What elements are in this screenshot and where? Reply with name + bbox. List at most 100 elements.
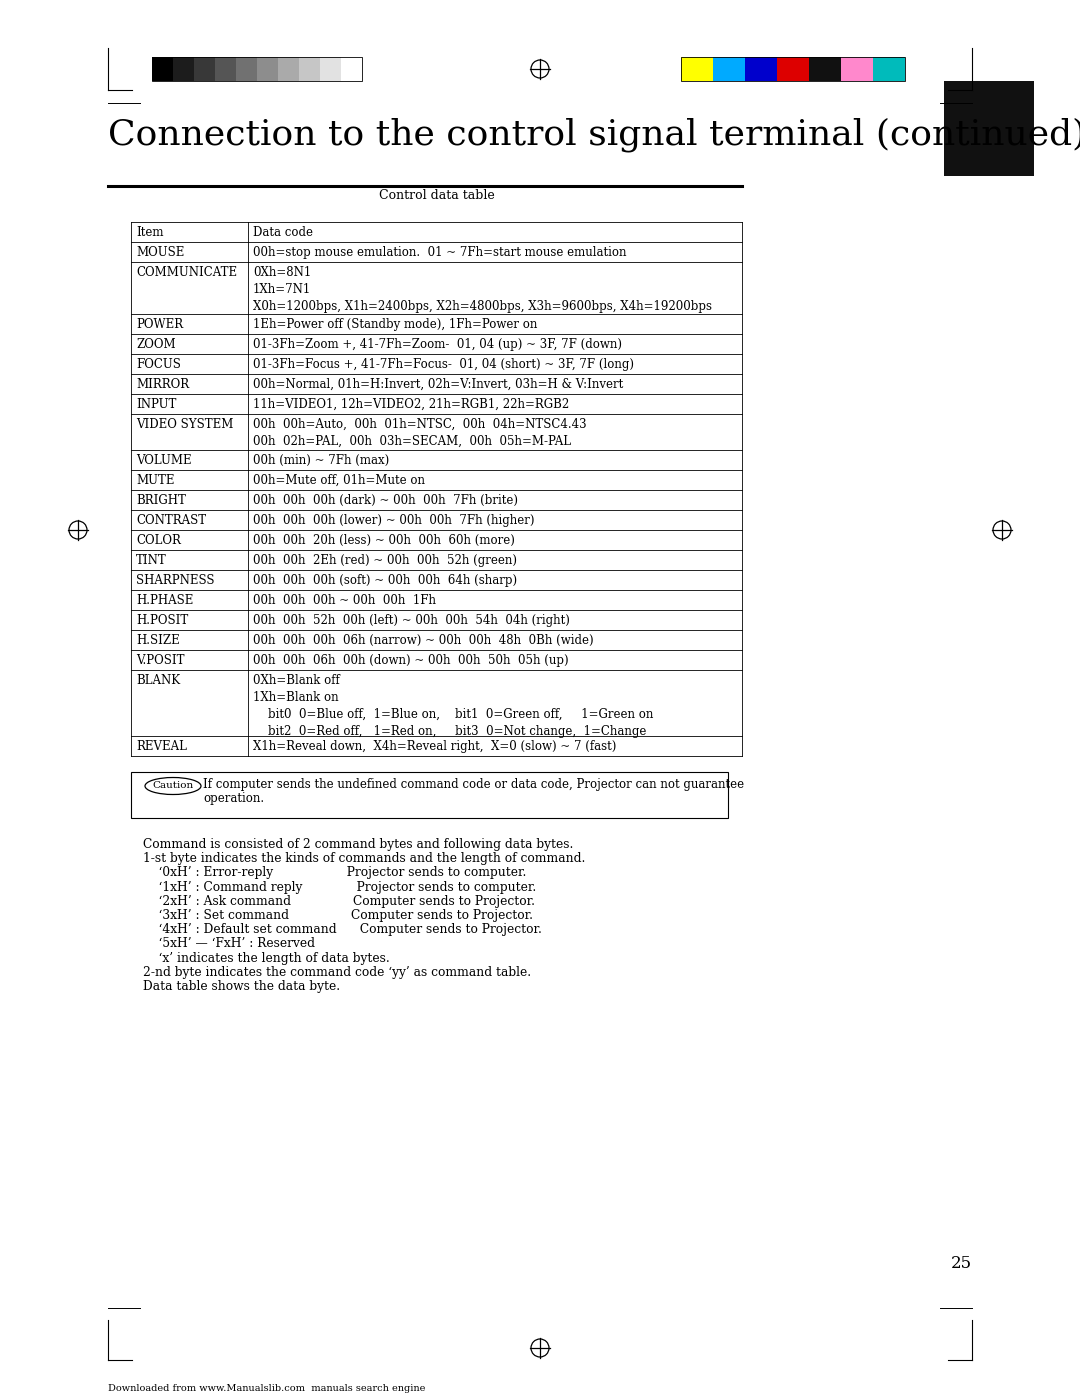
Text: H.PHASE: H.PHASE xyxy=(136,594,193,608)
Text: ‘2xH’ : Ask command                Computer sends to Projector.: ‘2xH’ : Ask command Computer sends to Pr… xyxy=(143,895,535,908)
Text: 0Xh=8N1
1Xh=7N1
X0h=1200bps, X1h=2400bps, X2h=4800bps, X3h=9600bps, X4h=19200bps: 0Xh=8N1 1Xh=7N1 X0h=1200bps, X1h=2400bps… xyxy=(253,265,712,313)
Text: Downloaded from www.Manualslib.com  manuals search engine: Downloaded from www.Manualslib.com manua… xyxy=(108,1384,426,1393)
Bar xyxy=(681,57,905,81)
Text: TINT: TINT xyxy=(136,555,166,567)
Text: 0Xh=Blank off
1Xh=Blank on
    bit0  0=Blue off,  1=Blue on,    bit1  0=Green of: 0Xh=Blank off 1Xh=Blank on bit0 0=Blue o… xyxy=(253,673,653,738)
Text: 00h (min) ~ 7Fh (max): 00h (min) ~ 7Fh (max) xyxy=(253,454,389,467)
Text: 00h  00h  06h  00h (down) ~ 00h  00h  50h  05h (up): 00h 00h 06h 00h (down) ~ 00h 00h 50h 05h… xyxy=(253,654,569,666)
Ellipse shape xyxy=(145,778,201,795)
Bar xyxy=(809,57,841,81)
Text: 00h  00h  00h  06h (narrow) ~ 00h  00h  48h  0Bh (wide): 00h 00h 00h 06h (narrow) ~ 00h 00h 48h 0… xyxy=(253,634,594,647)
Text: V.POSIT: V.POSIT xyxy=(136,654,185,666)
Bar xyxy=(131,374,742,394)
Text: 00h  00h=Auto,  00h  01h=NTSC,  00h  04h=NTSC4.43
00h  02h=PAL,  00h  03h=SECAM,: 00h 00h=Auto, 00h 01h=NTSC, 00h 04h=NTSC… xyxy=(253,418,586,448)
Text: Connection to the control signal terminal (continued): Connection to the control signal termina… xyxy=(108,117,1080,152)
Text: Caution: Caution xyxy=(152,781,193,791)
Text: INPUT: INPUT xyxy=(136,398,176,411)
Text: Item: Item xyxy=(136,226,163,239)
Text: 00h  00h  52h  00h (left) ~ 00h  00h  54h  04h (right): 00h 00h 52h 00h (left) ~ 00h 00h 54h 04h… xyxy=(253,615,570,627)
Bar xyxy=(131,590,742,610)
Text: 00h  00h  00h (soft) ~ 00h  00h  64h (sharp): 00h 00h 00h (soft) ~ 00h 00h 64h (sharp) xyxy=(253,574,517,587)
Text: MOUSE: MOUSE xyxy=(136,246,185,258)
Text: 01-3Fh=Focus +, 41-7Fh=Focus-  01, 04 (short) ~ 3F, 7F (long): 01-3Fh=Focus +, 41-7Fh=Focus- 01, 04 (sh… xyxy=(253,358,634,372)
Bar xyxy=(131,353,742,374)
Bar xyxy=(944,81,1034,176)
Bar xyxy=(131,242,742,263)
Text: CONTRAST: CONTRAST xyxy=(136,514,206,527)
Text: Data table shows the data byte.: Data table shows the data byte. xyxy=(143,981,340,993)
Text: 00h=Mute off, 01h=Mute on: 00h=Mute off, 01h=Mute on xyxy=(253,474,426,488)
Text: ‘1xH’ : Command reply              Projector sends to computer.: ‘1xH’ : Command reply Projector sends to… xyxy=(143,880,537,894)
Bar xyxy=(131,469,742,490)
Text: Control data table: Control data table xyxy=(379,189,495,203)
Text: Data code: Data code xyxy=(253,226,313,239)
Bar xyxy=(131,314,742,334)
Text: ‘0xH’ : Error-reply                   Projector sends to computer.: ‘0xH’ : Error-reply Projector sends to c… xyxy=(143,866,526,879)
Text: H.SIZE: H.SIZE xyxy=(136,634,179,647)
Text: If computer sends the undefined command code or data code, Projector can not gua: If computer sends the undefined command … xyxy=(203,778,744,791)
Text: SHARPNESS: SHARPNESS xyxy=(136,574,215,587)
Bar xyxy=(131,671,742,736)
Text: 00h=stop mouse emulation.  01 ~ 7Fh=start mouse emulation: 00h=stop mouse emulation. 01 ~ 7Fh=start… xyxy=(253,246,626,258)
Bar xyxy=(299,57,320,81)
Text: 00h  00h  20h (less) ~ 00h  00h  60h (more): 00h 00h 20h (less) ~ 00h 00h 60h (more) xyxy=(253,534,515,548)
Bar xyxy=(341,57,362,81)
Text: BLANK: BLANK xyxy=(136,673,180,687)
Text: 01-3Fh=Zoom +, 41-7Fh=Zoom-  01, 04 (up) ~ 3F, 7F (down): 01-3Fh=Zoom +, 41-7Fh=Zoom- 01, 04 (up) … xyxy=(253,338,622,351)
Bar xyxy=(873,57,905,81)
Text: 00h  00h  00h ~ 00h  00h  1Fh: 00h 00h 00h ~ 00h 00h 1Fh xyxy=(253,594,436,608)
Text: ‘3xH’ : Set command                Computer sends to Projector.: ‘3xH’ : Set command Computer sends to Pr… xyxy=(143,909,534,922)
Text: 1-st byte indicates the kinds of commands and the length of command.: 1-st byte indicates the kinds of command… xyxy=(143,852,585,865)
Bar xyxy=(713,57,745,81)
Text: MIRROR: MIRROR xyxy=(136,379,189,391)
Text: MUTE: MUTE xyxy=(136,474,175,488)
Text: COMMUNICATE: COMMUNICATE xyxy=(136,265,238,279)
Bar xyxy=(131,550,742,570)
Text: ‘x’ indicates the length of data bytes.: ‘x’ indicates the length of data bytes. xyxy=(143,951,390,964)
Text: 00h  00h  00h (lower) ~ 00h  00h  7Fh (higher): 00h 00h 00h (lower) ~ 00h 00h 7Fh (highe… xyxy=(253,514,535,527)
Bar xyxy=(131,510,742,529)
Bar xyxy=(131,610,742,630)
Bar xyxy=(173,57,194,81)
Text: 00h=Normal, 01h=H:Invert, 02h=V:Invert, 03h=H & V:Invert: 00h=Normal, 01h=H:Invert, 02h=V:Invert, … xyxy=(253,379,623,391)
Bar xyxy=(131,263,742,314)
Bar xyxy=(215,57,237,81)
Text: ‘5xH’ — ‘FxH’ : Reserved: ‘5xH’ — ‘FxH’ : Reserved xyxy=(143,937,315,950)
Bar xyxy=(131,630,742,650)
Bar xyxy=(131,334,742,353)
Text: VIDEO SYSTEM: VIDEO SYSTEM xyxy=(136,418,233,432)
Text: Command is consisted of 2 command bytes and following data bytes.: Command is consisted of 2 command bytes … xyxy=(143,838,573,851)
Bar xyxy=(777,57,809,81)
Bar xyxy=(257,57,278,81)
Text: ‘4xH’ : Default set command      Computer sends to Projector.: ‘4xH’ : Default set command Computer sen… xyxy=(143,923,542,936)
Bar xyxy=(131,490,742,510)
Text: FOCUS: FOCUS xyxy=(136,358,180,372)
Text: POWER: POWER xyxy=(136,319,184,331)
Bar xyxy=(152,57,173,81)
Text: VOLUME: VOLUME xyxy=(136,454,191,467)
Bar xyxy=(237,57,257,81)
Bar xyxy=(320,57,341,81)
Bar xyxy=(841,57,873,81)
Text: 11h=VIDEO1, 12h=VIDEO2, 21h=RGB1, 22h=RGB2: 11h=VIDEO1, 12h=VIDEO2, 21h=RGB1, 22h=RG… xyxy=(253,398,569,411)
Text: 00h  00h  00h (dark) ~ 00h  00h  7Fh (brite): 00h 00h 00h (dark) ~ 00h 00h 7Fh (brite) xyxy=(253,495,518,507)
Bar xyxy=(278,57,299,81)
Bar xyxy=(131,394,742,414)
Bar xyxy=(131,414,742,450)
Text: X1h=Reveal down,  X4h=Reveal right,  X=0 (slow) ~ 7 (fast): X1h=Reveal down, X4h=Reveal right, X=0 (… xyxy=(253,740,617,753)
Bar xyxy=(131,570,742,590)
Bar xyxy=(131,222,742,242)
Bar xyxy=(745,57,777,81)
Bar xyxy=(681,57,713,81)
Bar xyxy=(131,650,742,671)
Bar xyxy=(194,57,215,81)
Text: COLOR: COLOR xyxy=(136,534,180,548)
Text: ZOOM: ZOOM xyxy=(136,338,176,351)
Text: BRIGHT: BRIGHT xyxy=(136,495,186,507)
Text: 25: 25 xyxy=(950,1255,972,1273)
Text: 00h  00h  2Eh (red) ~ 00h  00h  52h (green): 00h 00h 2Eh (red) ~ 00h 00h 52h (green) xyxy=(253,555,517,567)
Text: operation.: operation. xyxy=(203,792,265,805)
Bar xyxy=(131,450,742,469)
Bar xyxy=(131,736,742,756)
Bar xyxy=(131,773,728,819)
